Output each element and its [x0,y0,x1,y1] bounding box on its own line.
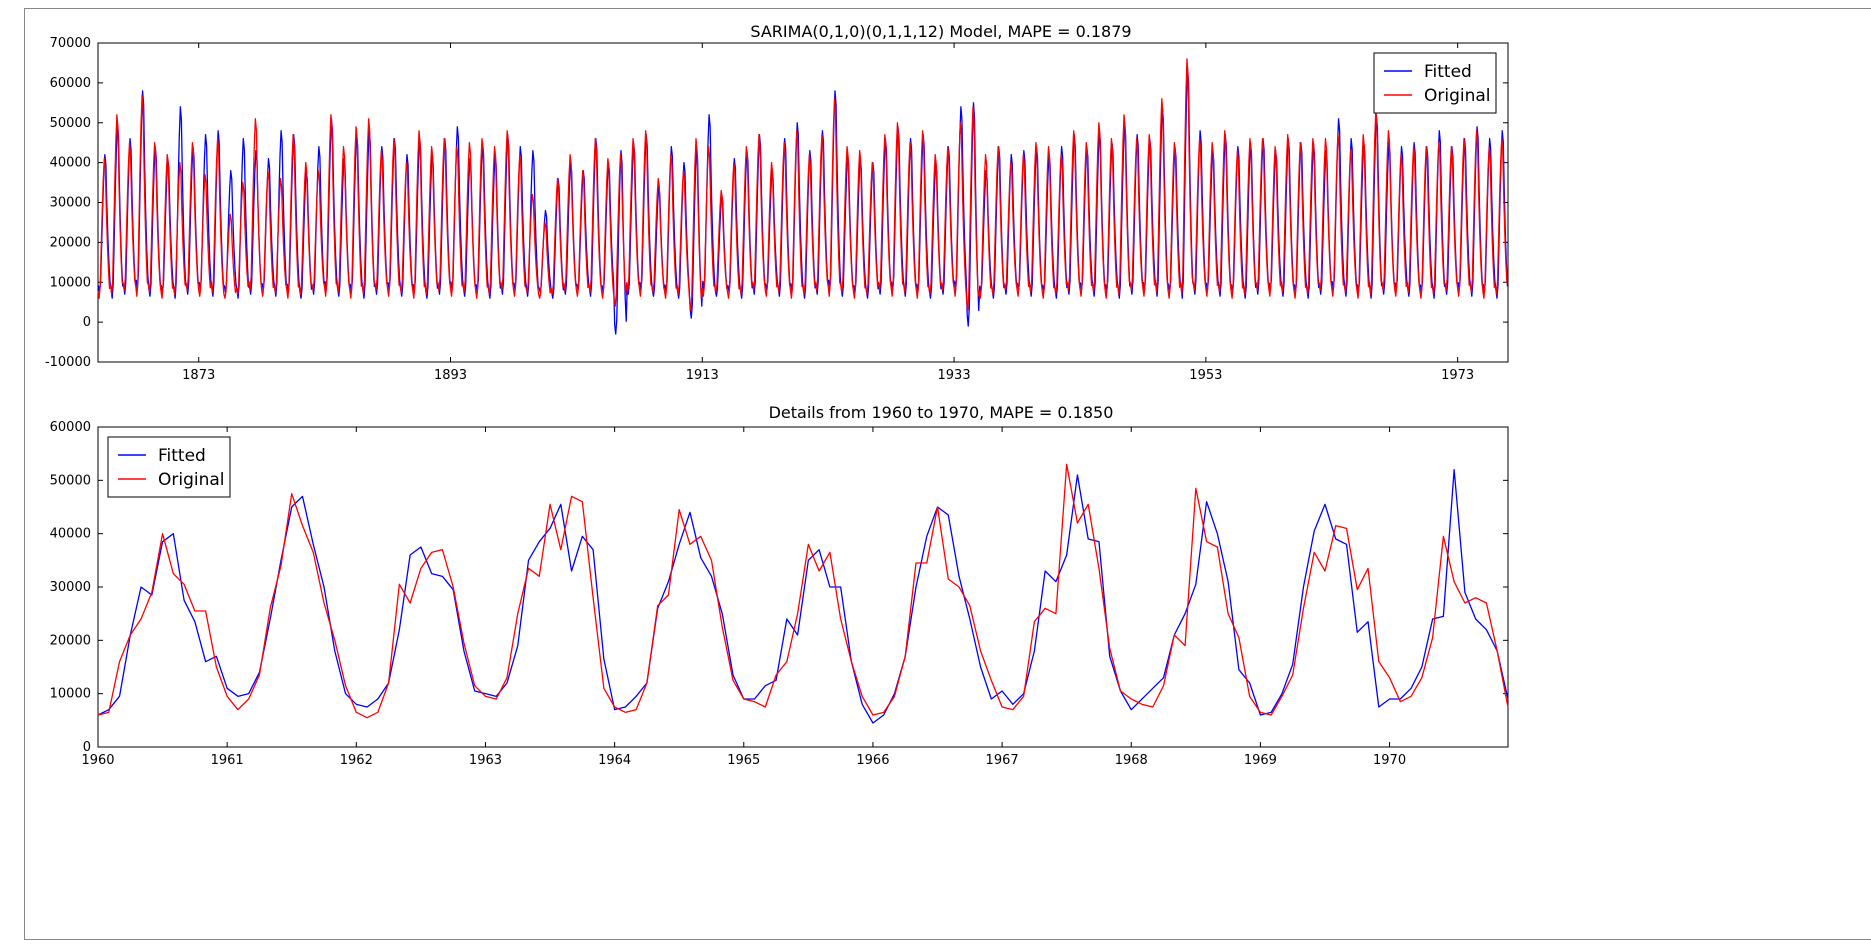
top-chart-ytick-label: 0 [83,315,91,330]
top-chart-title: SARIMA(0,1,0)(0,1,1,12) Model, MAPE = 0.… [750,22,1131,41]
top-chart-xtick-label: 1893 [434,368,467,383]
top-chart-frame [97,42,1509,363]
top-chart-xtick-label: 1873 [182,368,215,383]
bottom-chart-legend-box [107,436,231,498]
bottom-chart-xtick-label: 1970 [1373,753,1406,768]
bottom-chart-xtick-label: 1967 [986,753,1019,768]
bottom-chart-legend: Fitted Original [107,436,231,498]
bottom-chart-ytick-label: 40000 [50,527,91,542]
top-chart-xtick-label: 1973 [1441,368,1474,383]
bottom-chart-xtick-label: 1962 [340,753,373,768]
bottom-chart-xtick-label: 1966 [856,753,889,768]
top-chart-ytick-label: 70000 [50,36,91,51]
bottom-chart-ytick-label: 60000 [50,420,91,435]
top-chart-ytick-label: 50000 [50,116,91,131]
bottom-chart-legend-label-fitted: Fitted [158,446,206,466]
top-chart-ytick-label: 60000 [50,76,91,91]
top-chart-xtick-label: 1953 [1189,368,1222,383]
bottom-chart-ytick-label: 30000 [50,580,91,595]
top-chart-series-fitted-line [97,66,1509,335]
bottom-chart-xtick-label: 1960 [81,753,114,768]
top-chart-xtick-label: 1933 [938,368,971,383]
top-chart-series-original-line [97,58,1508,311]
top-chart-ytick-label: 30000 [50,196,91,211]
bottom-chart-ytick-label: 20000 [50,633,91,648]
bottom-chart-xtick-label: 1963 [469,753,502,768]
top-chart-legend-label-original: Original [1424,86,1491,106]
bottom-chart-legend-label-original: Original [158,470,225,490]
bottom-chart-xtick-label: 1964 [598,753,631,768]
bottom-chart-title: Details from 1960 to 1970, MAPE = 0.1850 [769,403,1114,422]
figure: SARIMA(0,1,0)(0,1,1,12) Model, MAPE = 0.… [24,8,1871,940]
bottom-chart-frame [97,426,1509,748]
top-chart-ytick-label: 20000 [50,235,91,250]
top-chart-ytick-label: 40000 [50,156,91,171]
top-chart-legend-box [1373,52,1497,114]
bottom-chart-xtick-label: 1961 [211,753,244,768]
top-chart-legend-label-fitted: Fitted [1424,62,1472,82]
bottom-chart: Details from 1960 to 1970, MAPE = 0.1850… [50,403,1509,768]
bottom-chart-ytick-label: 0 [83,740,91,755]
top-chart: SARIMA(0,1,0)(0,1,1,12) Model, MAPE = 0.… [45,22,1509,383]
top-chart-xtick-label: 1913 [686,368,719,383]
bottom-chart-series-original-line [97,463,1509,719]
bottom-chart-xtick-label: 1965 [727,753,760,768]
bottom-chart-series-fitted-line [97,469,1509,724]
top-chart-ytick-label: 10000 [50,275,91,290]
bottom-chart-ytick-label: 50000 [50,473,91,488]
top-chart-ytick-label: -10000 [45,355,91,370]
bottom-chart-ytick-label: 10000 [50,687,91,702]
chart-canvas: SARIMA(0,1,0)(0,1,1,12) Model, MAPE = 0.… [45,22,1509,768]
bottom-chart-xtick-label: 1969 [1244,753,1277,768]
bottom-chart-xtick-label: 1968 [1115,753,1148,768]
top-chart-legend: Fitted Original [1373,52,1497,114]
